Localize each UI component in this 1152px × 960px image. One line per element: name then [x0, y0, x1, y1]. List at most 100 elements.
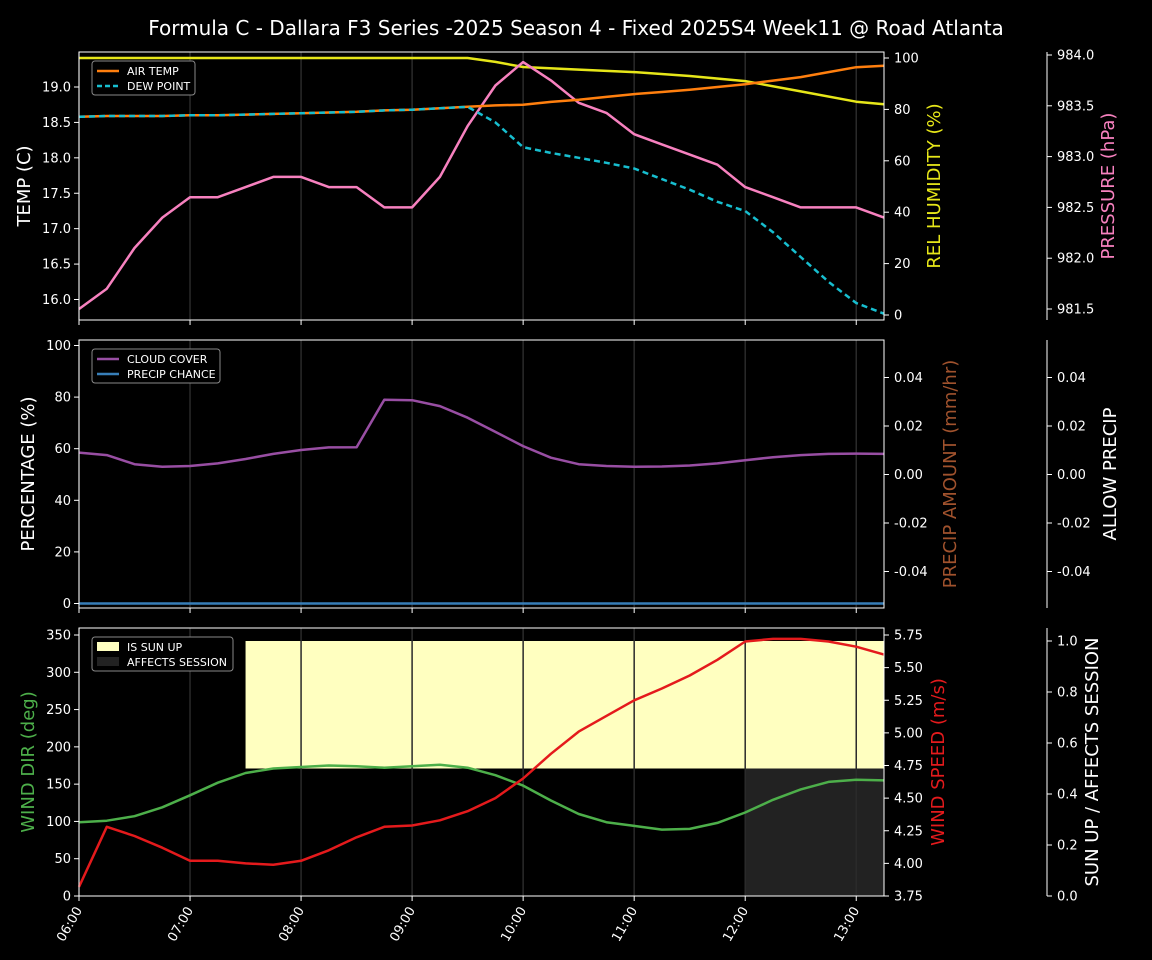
far-tick-label: -0.02 [1057, 517, 1091, 532]
far-tick-label: 982.0 [1057, 252, 1094, 267]
sun-up-region [245, 641, 884, 769]
right-tick-label: -0.02 [894, 517, 928, 532]
far-tick-label: 0.4 [1057, 788, 1078, 803]
far-tick-label: 0.6 [1057, 737, 1078, 752]
series-wind-dir [78, 763, 885, 831]
ylabel-right: PRECIP AMOUNT (mm/hr) [940, 360, 961, 589]
panel-frame [78, 627, 885, 897]
left-tick-label: 18.0 [42, 151, 71, 166]
chart-panels: 16.0 16.5 17.0 17.5 18.0 18.5 19.0 0 20 40 60 80 100… [14, 49, 1121, 945]
legend-swatch [97, 657, 119, 666]
left-tick-label: 80 [54, 391, 71, 406]
left-tick-label: 200 [46, 740, 71, 755]
left-tick-label: 40 [54, 494, 71, 509]
ylabel-far: PRESSURE (hPa) [1098, 113, 1119, 260]
legend-box [91, 348, 221, 384]
right-tick-label: 4.25 [894, 824, 923, 839]
far-tick-label: 0.8 [1057, 686, 1078, 701]
ylabel-left: TEMP (C) [14, 145, 35, 227]
legend-swatch [97, 642, 119, 651]
far-tick-label: 984.0 [1057, 49, 1094, 64]
x-tick-label: 07:00 [165, 905, 197, 945]
left-tick-label: 19.0 [42, 81, 71, 96]
panel-1: 16.0 16.5 17.0 17.5 18.0 18.5 19.0 0 20 40 60 80 100… [14, 49, 1119, 325]
right-tick-label: 0.02 [894, 420, 923, 435]
x-tick-label: 12:00 [720, 905, 752, 945]
far-tick-label: 983.5 [1057, 99, 1094, 114]
right-tick-label: 4.00 [894, 857, 923, 872]
far-tick-label: 0.04 [1057, 371, 1086, 386]
x-tick-label: 08:00 [276, 905, 308, 945]
far-tick-label: 1.0 [1057, 635, 1078, 650]
legend-label: PRECIP CHANCE [127, 368, 216, 381]
ylabel-far: SUN UP / AFFECTS SESSION [1082, 637, 1103, 886]
left-tick-label: 100 [46, 339, 71, 354]
right-tick-label: 5.50 [894, 661, 923, 676]
left-tick-label: 50 [54, 852, 71, 867]
far-tick-label: 0.02 [1057, 420, 1086, 435]
right-tick-label: 40 [894, 206, 911, 221]
x-tick-label: 11:00 [609, 905, 641, 945]
right-tick-label: 60 [894, 154, 911, 169]
legend-label: CLOUD COVER [127, 353, 208, 366]
panel-background [79, 52, 884, 320]
x-tick-label: 10:00 [498, 905, 530, 945]
right-tick-label: 5.75 [894, 629, 923, 644]
legend-label: AFFECTS SESSION [127, 656, 227, 669]
right-tick-label: 5.00 [894, 726, 923, 741]
right-tick-label: -0.04 [894, 565, 928, 580]
far-tick-label: 983.0 [1057, 150, 1094, 165]
right-tick-label: 4.50 [894, 792, 923, 807]
right-tick-label: 0.04 [894, 371, 923, 386]
left-tick-label: 350 [46, 629, 71, 644]
left-tick-label: 16.0 [42, 293, 71, 308]
legend-label: DEW POINT [127, 80, 191, 93]
series-rel-humidity [79, 56, 885, 106]
right-tick-label: 20 [894, 257, 911, 272]
series-wind-speed [77, 637, 885, 888]
x-tick-label: 13:00 [831, 905, 863, 945]
right-tick-label: 3.75 [894, 890, 923, 905]
panel-frame [78, 51, 885, 321]
legend-label: AIR TEMP [127, 65, 179, 78]
left-tick-label: 17.0 [42, 222, 71, 237]
panel-background [79, 340, 884, 608]
right-tick-label: 80 [894, 103, 911, 118]
left-tick-label: 16.5 [42, 258, 71, 273]
left-tick-label: 17.5 [42, 187, 71, 202]
right-tick-label: 0 [894, 309, 902, 324]
ylabel-right: REL HUMIDITY (%) [924, 103, 945, 268]
legend-label: IS SUN UP [127, 641, 183, 654]
panel-2: 0 20 40 60 80 100 -0.04 -0.02 0.00 0.02 0.04 -0.04 -… [18, 339, 1121, 613]
ylabel-left: PERCENTAGE (%) [18, 396, 39, 551]
far-tick-label: 982.5 [1057, 201, 1094, 216]
series-dew-point [78, 105, 885, 315]
left-tick-label: 20 [54, 545, 71, 560]
left-tick-label: 250 [46, 703, 71, 718]
left-tick-label: 60 [54, 442, 71, 457]
affects-session-region [745, 768, 884, 896]
right-tick-label: 4.75 [894, 759, 923, 774]
far-tick-label: 0.2 [1057, 839, 1078, 854]
series-cloud-cover [78, 398, 885, 469]
left-tick-label: 0 [63, 890, 71, 905]
left-tick-label: 300 [46, 666, 71, 681]
right-tick-label: 100 [894, 52, 919, 67]
left-tick-label: 150 [46, 778, 71, 793]
far-tick-label: 0.0 [1057, 890, 1078, 905]
far-tick-label: 0.00 [1057, 468, 1086, 483]
panel-3: 0 50 100 150 200 250 300 350 3.75 4.00 4.25 4.50 4.7… [18, 627, 1103, 905]
right-tick-label: 0.00 [894, 468, 923, 483]
ylabel-left: WIND DIR (deg) [18, 691, 39, 833]
x-tick-label: 06:00 [54, 905, 86, 945]
ylabel-far: ALLOW PRECIP [1100, 407, 1121, 540]
left-tick-label: 18.5 [42, 116, 71, 131]
far-tick-label: -0.04 [1057, 565, 1091, 580]
chart-title: Formula C - Dallara F3 Series -2025 Seas… [148, 16, 1004, 40]
x-tick-label: 09:00 [387, 905, 419, 945]
left-tick-label: 100 [46, 815, 71, 830]
right-tick-label: 5.25 [894, 694, 923, 709]
left-tick-label: 0 [63, 597, 71, 612]
far-tick-label: 981.5 [1057, 303, 1094, 318]
